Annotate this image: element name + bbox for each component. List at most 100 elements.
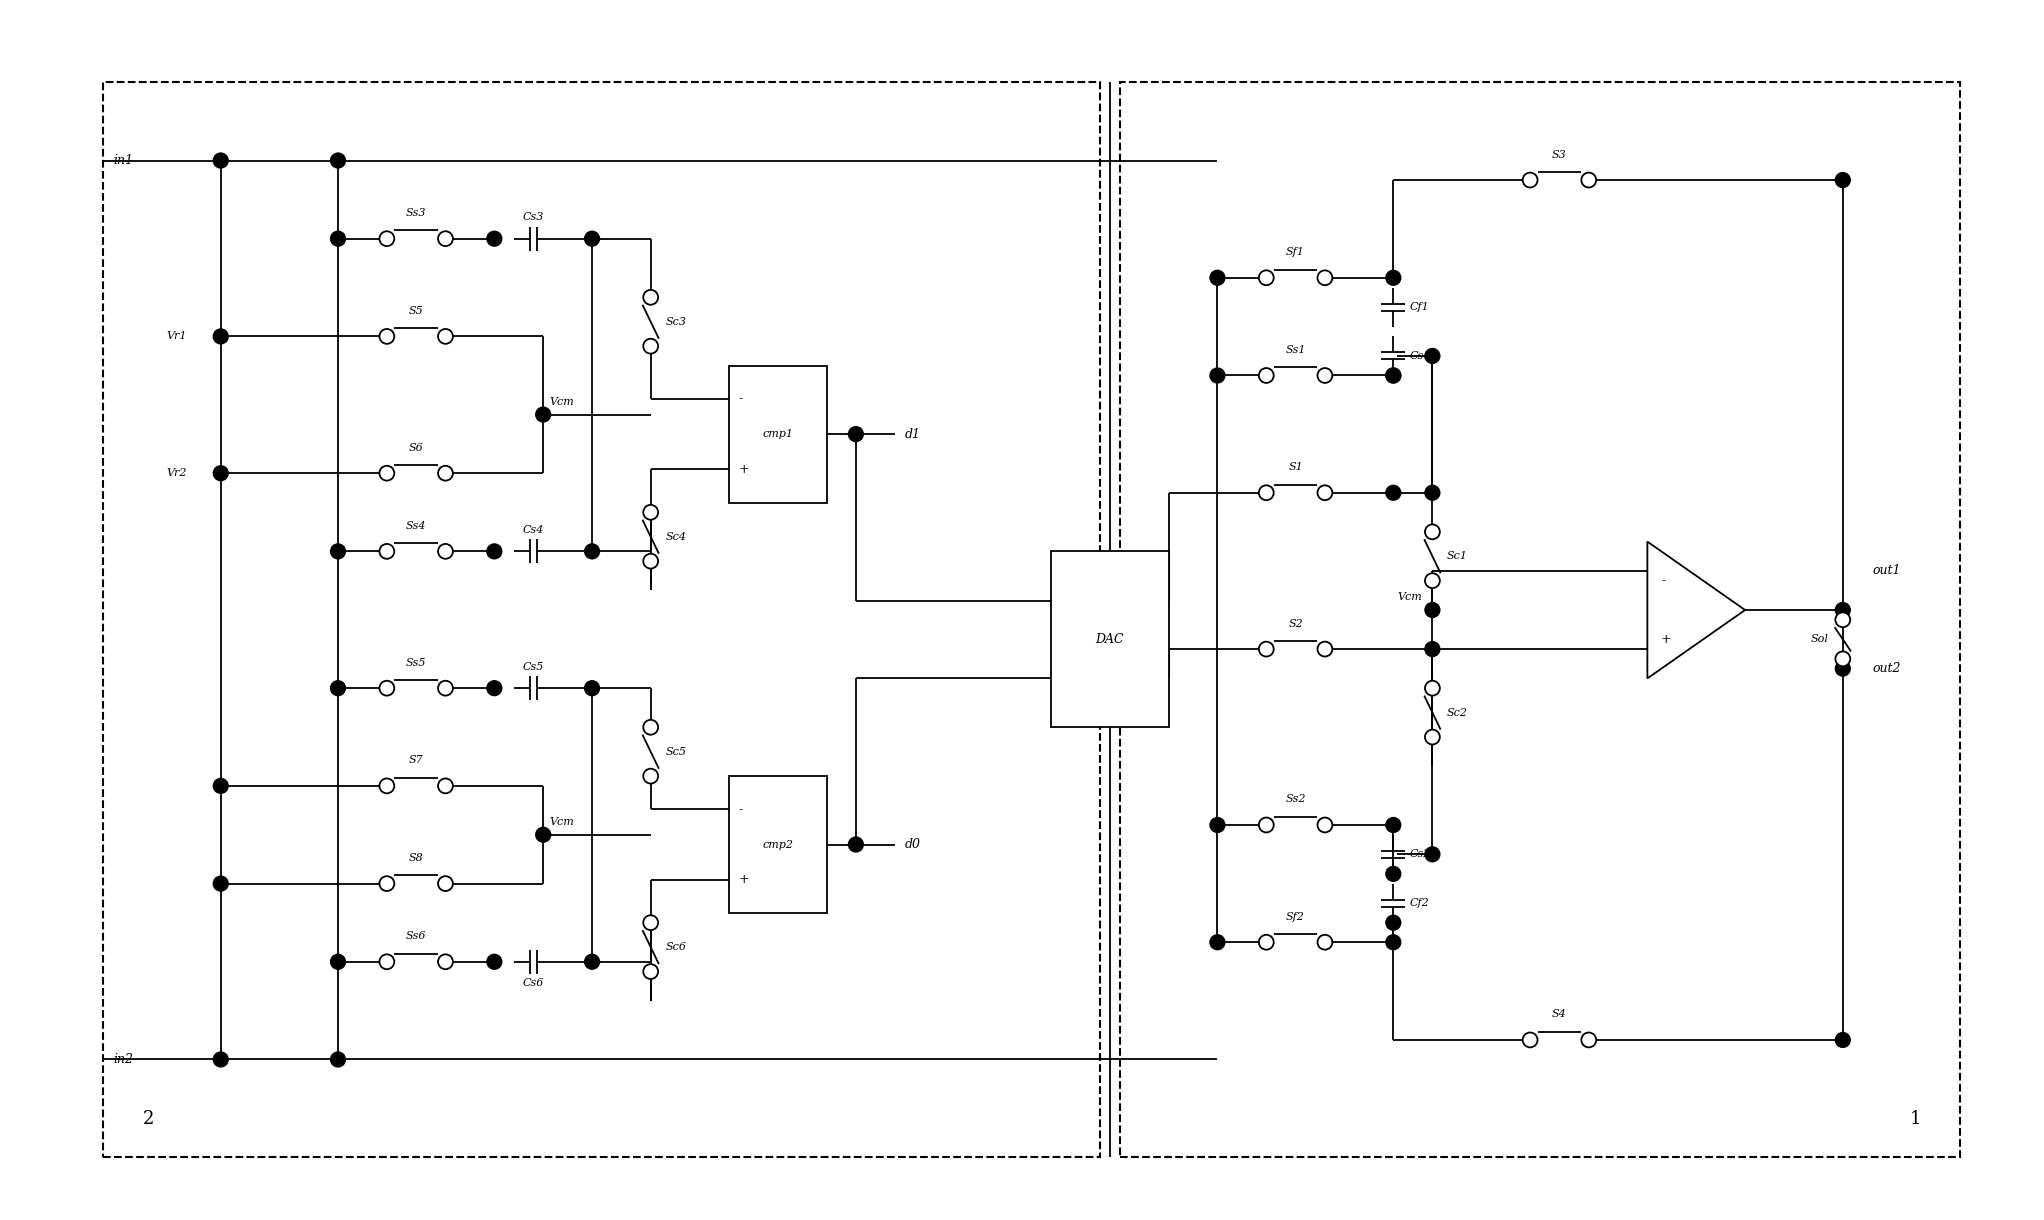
Text: Ss5: Ss5	[407, 658, 427, 667]
Circle shape	[331, 1052, 345, 1068]
Text: S5: S5	[409, 306, 423, 316]
Circle shape	[1318, 368, 1333, 383]
Text: out2: out2	[1872, 662, 1901, 675]
Circle shape	[1318, 642, 1333, 656]
Circle shape	[380, 876, 394, 891]
Text: S3: S3	[1551, 150, 1568, 160]
Circle shape	[1425, 486, 1439, 500]
Circle shape	[1836, 172, 1850, 188]
Circle shape	[486, 954, 501, 969]
Circle shape	[1386, 935, 1400, 949]
Text: DAC: DAC	[1096, 633, 1124, 645]
Circle shape	[486, 544, 501, 559]
Circle shape	[331, 954, 345, 969]
Text: d0: d0	[905, 838, 920, 852]
Circle shape	[1210, 368, 1224, 383]
Circle shape	[1210, 935, 1224, 949]
Circle shape	[1259, 271, 1273, 285]
Circle shape	[486, 681, 501, 695]
Text: cmp2: cmp2	[762, 839, 793, 849]
Circle shape	[644, 554, 658, 569]
Circle shape	[536, 407, 550, 422]
Text: S4: S4	[1551, 1009, 1568, 1020]
Circle shape	[1425, 730, 1439, 744]
Text: -: -	[738, 393, 742, 405]
Circle shape	[1210, 817, 1224, 832]
Circle shape	[1425, 642, 1439, 656]
Circle shape	[437, 954, 454, 969]
Circle shape	[644, 339, 658, 354]
Circle shape	[1425, 525, 1439, 539]
Circle shape	[644, 915, 658, 930]
Text: Cs1: Cs1	[1410, 351, 1431, 361]
Text: Sc4: Sc4	[666, 532, 687, 542]
Circle shape	[1425, 573, 1439, 588]
Text: Sf2: Sf2	[1286, 911, 1304, 922]
Circle shape	[213, 152, 229, 168]
Text: in1: in1	[112, 154, 133, 167]
Text: Vcm: Vcm	[550, 396, 574, 406]
Circle shape	[213, 1052, 229, 1068]
Circle shape	[1318, 271, 1333, 285]
Circle shape	[437, 466, 454, 481]
Text: 1: 1	[1909, 1110, 1921, 1127]
Text: Sc6: Sc6	[666, 942, 687, 952]
Circle shape	[1582, 172, 1596, 188]
Circle shape	[1425, 603, 1439, 617]
Circle shape	[1836, 612, 1850, 627]
Circle shape	[213, 876, 229, 891]
Circle shape	[213, 466, 229, 481]
Circle shape	[1259, 486, 1273, 500]
Circle shape	[380, 466, 394, 481]
Circle shape	[213, 329, 229, 344]
Circle shape	[1386, 271, 1400, 285]
Text: Sc5: Sc5	[666, 747, 687, 756]
Circle shape	[1836, 603, 1850, 617]
Text: Sc1: Sc1	[1447, 551, 1468, 561]
Text: Sol: Sol	[1811, 634, 1827, 644]
Circle shape	[1386, 817, 1400, 832]
Circle shape	[1836, 651, 1850, 666]
Circle shape	[1318, 486, 1333, 500]
Text: S7: S7	[409, 755, 423, 765]
Text: Vcm: Vcm	[1398, 592, 1423, 603]
Circle shape	[213, 778, 229, 793]
Circle shape	[1386, 866, 1400, 881]
Circle shape	[1582, 1032, 1596, 1048]
Text: Ss4: Ss4	[407, 521, 427, 531]
Circle shape	[437, 876, 454, 891]
Circle shape	[644, 964, 658, 978]
Text: Vr1: Vr1	[166, 332, 186, 342]
Text: in2: in2	[112, 1053, 133, 1066]
Circle shape	[1836, 661, 1850, 676]
Circle shape	[380, 954, 394, 969]
Text: S2: S2	[1288, 619, 1302, 628]
Circle shape	[1318, 935, 1333, 949]
Text: Cf1: Cf1	[1410, 303, 1429, 312]
Circle shape	[1386, 486, 1400, 500]
Circle shape	[1210, 271, 1224, 285]
Circle shape	[437, 232, 454, 246]
Text: out1: out1	[1872, 565, 1901, 577]
Circle shape	[644, 290, 658, 305]
Text: Cf2: Cf2	[1410, 898, 1429, 908]
Circle shape	[585, 544, 599, 559]
Text: Ss3: Ss3	[407, 209, 427, 218]
Circle shape	[380, 544, 394, 559]
Text: cmp1: cmp1	[762, 429, 793, 439]
Text: Sc2: Sc2	[1447, 708, 1468, 717]
Text: +: +	[738, 462, 750, 476]
Circle shape	[536, 827, 550, 842]
Circle shape	[644, 720, 658, 734]
Circle shape	[380, 232, 394, 246]
Circle shape	[331, 232, 345, 246]
Text: -: -	[1662, 575, 1666, 587]
Circle shape	[437, 544, 454, 559]
Text: d1: d1	[905, 428, 920, 440]
Circle shape	[380, 778, 394, 793]
Circle shape	[644, 505, 658, 520]
Text: Cs6: Cs6	[523, 978, 544, 988]
Circle shape	[331, 544, 345, 559]
Text: S6: S6	[409, 443, 423, 453]
Circle shape	[437, 329, 454, 344]
